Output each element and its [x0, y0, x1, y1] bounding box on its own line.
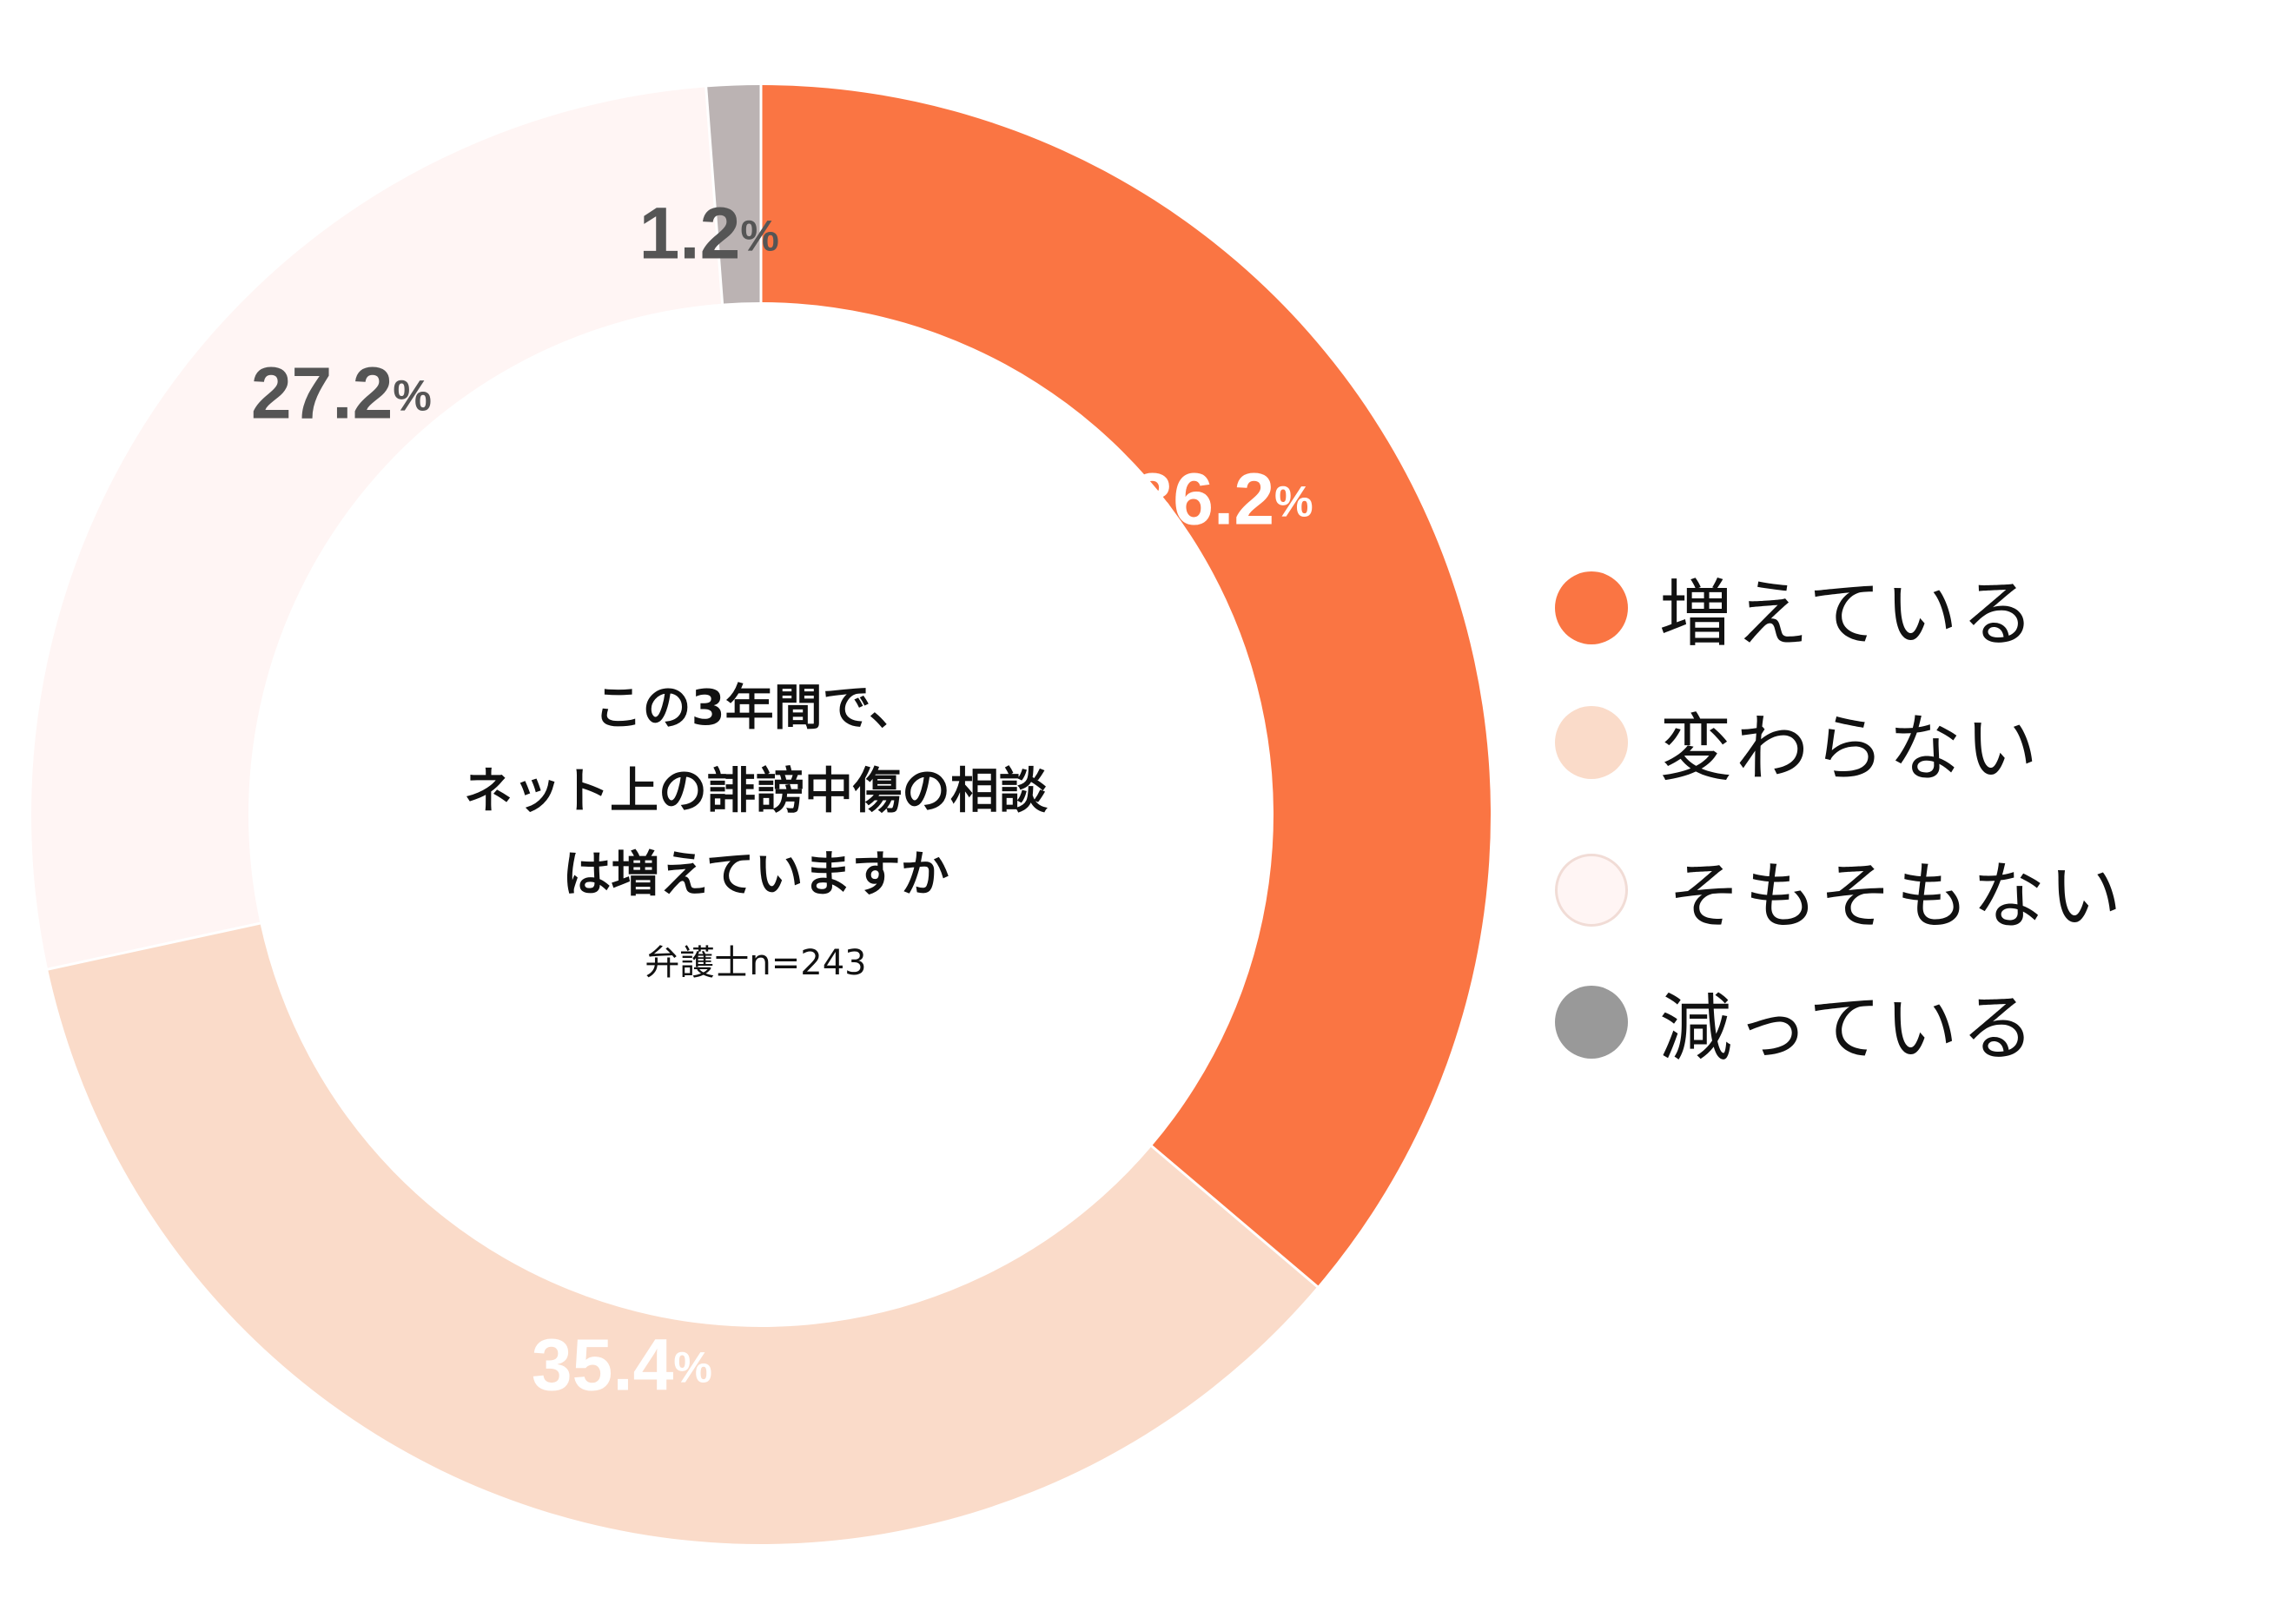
slice-labels: 36.2%35.4%27.2%1.2%: [251, 193, 1313, 1406]
legend-item-increasing: 増えている: [1555, 564, 2038, 657]
slice-value-decreasing: 1.2: [639, 193, 741, 274]
legend-label-increasing: 増えている: [1659, 571, 2038, 657]
slice-value-unchanged: 35.4: [532, 1324, 674, 1405]
slice-label-unchanged: 35.4%: [532, 1324, 712, 1405]
chart-title-line-2: ネット上の誹謗中傷の相談: [464, 763, 1048, 820]
slice-unit-none: %: [393, 372, 431, 420]
chart-title: この3年間で、 ネット上の誹謗中傷の相談 は増えていますか: [365, 667, 1147, 917]
slice-label-increasing: 36.2%: [1133, 459, 1313, 540]
slice-separator: [1149, 1144, 1320, 1289]
legend-item-none: そもそもない: [1555, 847, 2125, 939]
slice-value-none: 27.2: [251, 353, 394, 434]
slice-label-decreasing: 1.2%: [639, 193, 779, 274]
donut-slices: [30, 83, 1491, 1545]
slice-unit-unchanged: %: [673, 1343, 711, 1391]
slice-separator: [45, 921, 262, 971]
slice-separator: [705, 85, 724, 306]
slice-decreasing: [705, 85, 761, 304]
slice-increasing: [761, 85, 1491, 1287]
legend-label-none: そもそもない: [1668, 853, 2126, 939]
chart-title-line-1: この3年間で、: [593, 680, 918, 736]
legend-swatch-none: [1555, 854, 1628, 927]
legend-item-decreasing: 減っている: [1555, 979, 2038, 1071]
legend-swatch-unchanged: [1555, 706, 1628, 779]
legend-swatch-decreasing: [1555, 986, 1628, 1059]
slice-none: [30, 87, 723, 970]
legend-item-unchanged: 変わらない: [1555, 699, 2041, 791]
legend-label-unchanged: 変わらない: [1659, 705, 2042, 791]
chart-title-line-3: は増えていますか: [562, 847, 949, 903]
sample-size-note: 弁護士n=243: [645, 943, 867, 983]
slice-unchanged: [48, 923, 1318, 1545]
slice-unit-decreasing: %: [740, 212, 778, 261]
slice-value-increasing: 36.2: [1133, 459, 1275, 540]
slice-unit-increasing: %: [1274, 478, 1313, 526]
slice-label-none: 27.2%: [251, 353, 432, 434]
legend-swatch-increasing: [1555, 571, 1628, 644]
legend-label-decreasing: 減っている: [1659, 985, 2038, 1071]
